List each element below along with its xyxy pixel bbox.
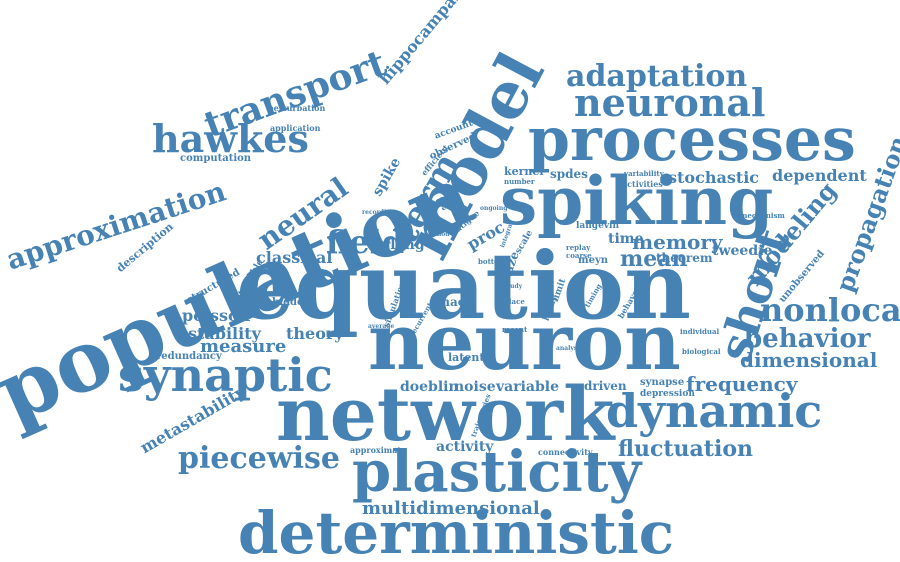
word-adaptation: adaptation bbox=[566, 59, 748, 94]
word-latent: latent bbox=[448, 351, 485, 364]
word-fluctuation: fluctuation bbox=[618, 436, 753, 462]
word-spiking: spiking bbox=[500, 162, 774, 240]
word-kernel: kernel bbox=[504, 165, 544, 178]
word-frequency: frequency bbox=[686, 372, 798, 396]
word-time: time bbox=[608, 231, 644, 247]
word-erlang: erlang bbox=[374, 237, 425, 253]
word-neuron: neuron bbox=[368, 297, 681, 388]
word-nonlocal: nonlocal bbox=[760, 291, 900, 329]
word-tweedie: tweedie bbox=[712, 243, 773, 259]
word-variability: variability bbox=[624, 169, 664, 178]
word-dependent: dependent bbox=[772, 166, 867, 185]
word-mechanism: mechanism bbox=[740, 211, 785, 220]
word-recording: recording bbox=[362, 209, 395, 216]
word-spdes: spdes bbox=[550, 167, 588, 181]
word-bottom: bottom bbox=[478, 257, 507, 266]
word-study: study bbox=[504, 283, 523, 290]
word-replay: replay bbox=[566, 243, 591, 252]
word-analysis: analysis bbox=[556, 345, 583, 352]
word-meyn: meyn bbox=[578, 255, 609, 266]
word-behavior: behavior bbox=[744, 324, 871, 354]
word-memory: memory bbox=[632, 230, 723, 254]
word-biological: biological bbox=[682, 347, 721, 356]
word-connectivity: connectivity bbox=[538, 447, 593, 457]
word-multidimensional: multidimensional bbox=[362, 498, 540, 519]
word-application: application bbox=[270, 123, 321, 133]
word-chao: chao bbox=[434, 295, 466, 309]
word-equation: equation bbox=[236, 232, 692, 340]
word-neuronal: neuronal bbox=[574, 80, 766, 125]
word-coarse: coarse bbox=[566, 251, 592, 260]
word-plasticity: plasticity bbox=[352, 439, 642, 505]
word-piecewise: piecewise bbox=[178, 441, 341, 476]
word-field: field bbox=[326, 223, 405, 261]
word-processes: processes bbox=[528, 105, 856, 175]
word-activity: activity bbox=[436, 439, 494, 455]
word-langevin: langevin bbox=[576, 221, 620, 231]
word-doeblin: doeblin bbox=[400, 379, 459, 395]
word-hawkes: hawkes bbox=[152, 116, 309, 161]
word-perturbation: perturbation bbox=[268, 103, 326, 113]
word-place: place bbox=[504, 297, 525, 306]
word-method: method bbox=[424, 231, 450, 238]
word-hidden: hidden bbox=[272, 297, 311, 308]
word-individual: individual bbox=[680, 327, 720, 336]
word-driven: driven bbox=[584, 379, 627, 393]
word-classical: classical bbox=[256, 248, 333, 267]
word-depression: depression bbox=[640, 389, 695, 399]
word-stability: stability bbox=[188, 324, 261, 343]
word-average: average bbox=[368, 323, 395, 330]
word-network: network bbox=[276, 372, 615, 458]
word-theory: theory bbox=[286, 324, 344, 343]
word-synaptic: synaptic bbox=[118, 348, 333, 402]
word-synapse: synapse bbox=[640, 377, 685, 388]
word-activities: activities bbox=[622, 179, 663, 189]
word-ongoing: ongoing bbox=[480, 205, 508, 212]
word-recent: recent bbox=[502, 325, 528, 334]
word-dynamic: dynamic bbox=[606, 384, 823, 438]
word-measure: measure bbox=[200, 336, 287, 357]
word-poisson: poisson bbox=[182, 306, 251, 325]
word-dimensional: dimensional bbox=[740, 348, 878, 372]
word-stochastic: stochastic bbox=[668, 168, 760, 187]
word-hippocampal: hippocampal bbox=[374, 0, 464, 89]
word-mean: mean bbox=[620, 246, 688, 272]
word-number: number bbox=[504, 177, 535, 186]
word-computation: computation bbox=[180, 153, 252, 164]
word-variable: variable bbox=[496, 379, 559, 395]
word-noise: noise bbox=[454, 379, 496, 395]
word-deterministic: deterministic bbox=[238, 499, 675, 562]
word-theorem: theorem bbox=[656, 251, 713, 265]
word-redundancy: redundancy bbox=[156, 351, 222, 362]
word-approximate: approximate bbox=[350, 445, 407, 455]
